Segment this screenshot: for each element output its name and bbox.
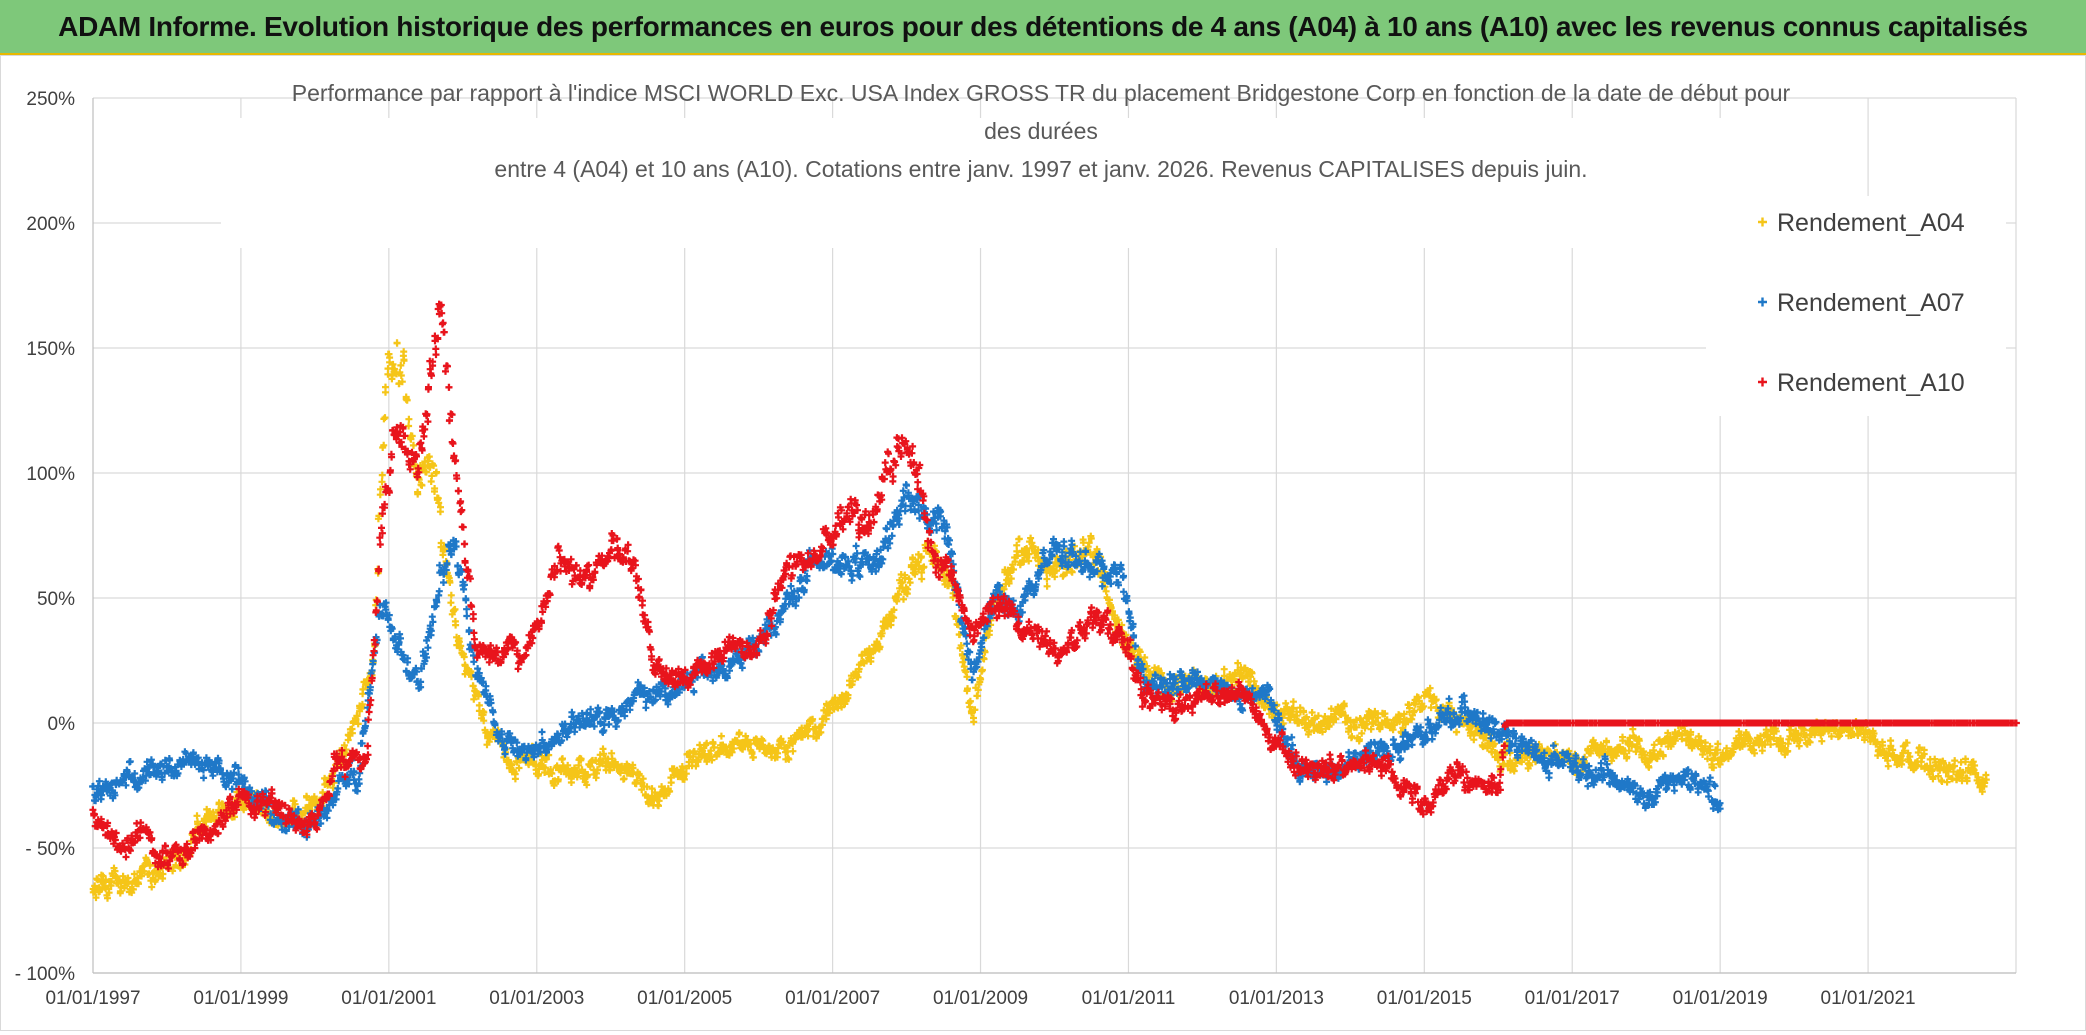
y-tick-label: 250% [26,89,75,110]
legend-marker [1758,297,1767,307]
x-tick-label: 01/01/2013 [1229,988,1324,1009]
scatter-points-Rendement_A04 [89,339,1990,902]
x-tick-label: 01/01/2015 [1377,988,1472,1009]
y-tick-label: 50% [37,589,75,610]
y-tick-label: 100% [26,464,75,485]
x-tick-label: 01/01/2019 [1673,988,1768,1009]
x-tick-label: 01/01/2021 [1821,988,1916,1009]
x-tick-label: 01/01/1997 [45,988,140,1009]
y-tick-label: 200% [26,214,75,235]
chart-title-line: Performance par rapport à l'indice MSCI … [292,80,1791,106]
legend-background [1706,196,2006,416]
scatter-chart: - 100% - 50% 0% 50% 100% 150% 200% 250% 01/01/1… [15,80,2020,1009]
x-tick-label: 01/01/1999 [193,988,288,1009]
y-tick-label: - 100% [15,964,75,985]
x-tick-label: 01/01/2017 [1525,988,1620,1009]
legend-marker [1758,377,1767,387]
legend-label: Rendement_A10 [1777,369,1965,397]
legend-label: Rendement_A04 [1777,209,1965,237]
chart-title-line: des durées [984,118,1098,144]
report-banner: ADAM Informe. Evolution historique des p… [0,0,2086,55]
legend-label: Rendement_A07 [1777,289,1965,317]
x-tick-label: 01/01/2011 [1082,988,1176,1009]
chart-title-line: entre 4 (A04) et 10 ans (A10). Cotations… [494,156,1587,182]
report-title: ADAM Informe. Evolution historique des p… [58,10,2028,42]
x-tick-label: 01/01/2009 [933,988,1028,1009]
y-tick-label: 0% [48,714,76,735]
series-Rendement_A10 [89,300,2020,872]
x-tick-label: 01/01/2005 [637,988,732,1009]
y-tick-label: - 50% [25,839,75,860]
y-tick-label: 150% [26,339,75,360]
title-background [221,118,1861,248]
series-Rendement_A04 [89,339,1990,902]
legend-marker [1758,217,1767,227]
scatter-points-Rendement_A10 [89,300,2020,872]
x-tick-label: 01/01/2001 [341,988,436,1009]
chart-frame: - 100% - 50% 0% 50% 100% 150% 200% 250% 01/01/1… [0,55,2086,1031]
x-tick-label: 01/01/2007 [785,988,880,1009]
x-tick-label: 01/01/2003 [489,988,584,1009]
